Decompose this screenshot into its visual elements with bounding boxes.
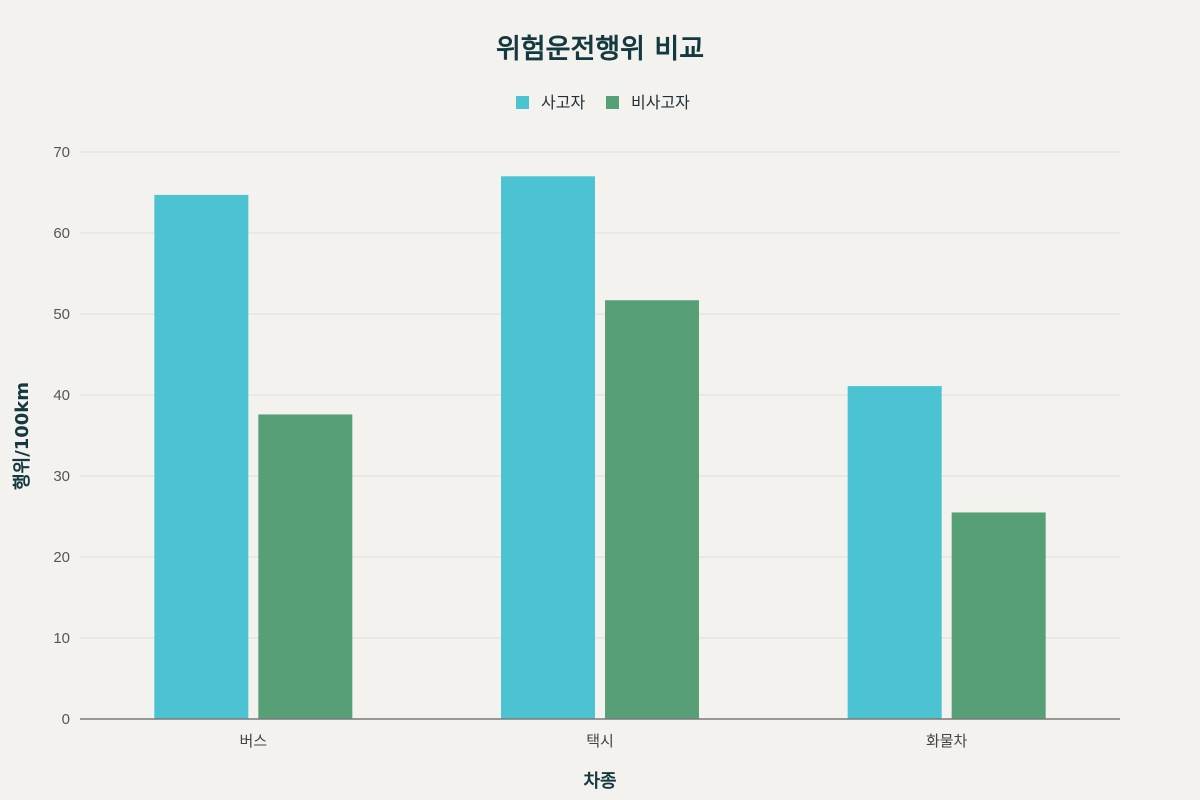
bar-non-accident-2 (951, 512, 1046, 719)
y-axis-ticks: 0 10 20 30 40 50 60 70 (53, 144, 70, 728)
y-tick-label: 70 (53, 144, 70, 161)
x-axis-ticks: 버스 택시 화물차 (240, 732, 968, 750)
x-tick-label: 버스 (240, 732, 268, 750)
bar-accident-2 (847, 386, 942, 719)
legend-label-non-accident: 비사고자 (631, 93, 690, 112)
y-tick-label: 0 (62, 711, 70, 728)
y-tick-label: 60 (53, 225, 70, 242)
bar-non-accident-0 (258, 414, 353, 719)
y-tick-label: 10 (53, 630, 70, 647)
bar-accident-0 (154, 194, 249, 719)
x-axis-title: 차종 (583, 771, 616, 792)
legend-label-accident: 사고자 (541, 93, 585, 112)
x-tick-label: 화물차 (926, 732, 968, 750)
y-tick-label: 40 (53, 387, 70, 404)
bars (154, 176, 1046, 720)
x-tick-label: 택시 (586, 732, 614, 750)
chart-title: 위험운전행위 비교 (496, 34, 704, 65)
bar-accident-1 (501, 176, 595, 720)
gridlines (80, 151, 1120, 639)
y-tick-label: 30 (53, 468, 70, 485)
y-tick-label: 50 (53, 306, 70, 323)
legend: 사고자 비사고자 (516, 93, 690, 112)
y-tick-label: 20 (53, 549, 70, 566)
legend-swatch-non-accident (606, 96, 619, 109)
y-axis-title: 행위/100km (12, 382, 33, 490)
bar-non-accident-1 (605, 300, 699, 719)
legend-swatch-accident (516, 96, 529, 109)
